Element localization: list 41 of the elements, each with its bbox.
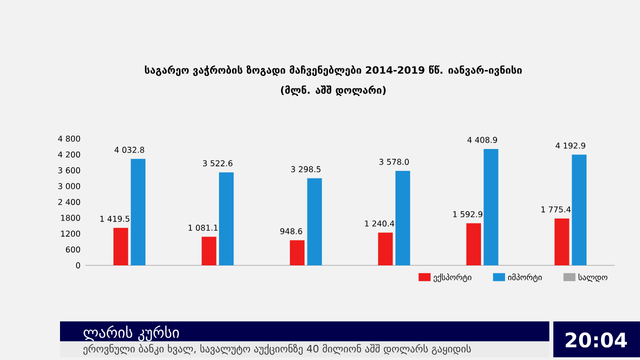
bar	[484, 148, 498, 266]
bar	[290, 240, 305, 266]
bar	[554, 218, 570, 266]
legend-label: სალდო	[578, 273, 608, 282]
data-label: 948.6	[280, 228, 302, 234]
bar	[202, 236, 216, 266]
y-tick-label: 0	[76, 262, 80, 268]
y-tick-label: 4 800	[58, 136, 80, 142]
data-label: 1 419.5	[100, 216, 130, 222]
data-label: 4 032.8	[114, 146, 144, 153]
data-label: 3 298.5	[291, 166, 320, 172]
legend-label: იმპორტი	[508, 273, 542, 282]
data-label: 1 240.4	[365, 220, 394, 227]
text: 20:04	[566, 332, 627, 348]
bar	[572, 154, 587, 266]
text: ლარის კურსი	[84, 325, 179, 342]
bar	[130, 158, 146, 266]
y-tick-label: 3 000	[58, 183, 80, 190]
bar	[378, 232, 393, 266]
y-tick-label: 2 400	[58, 198, 80, 206]
legend-label: ექსპორტი	[434, 273, 472, 282]
chart-subtitle: (მლნ. აშშ დოლარი)	[280, 85, 386, 96]
chart-title: საგარეო ვაჭრობის ზოგადი მაჩვენებლები 2014-2019 წწ. იანვარ-ივნისი	[144, 65, 522, 76]
bar	[113, 228, 128, 266]
data-label: 4 192.9	[556, 142, 586, 149]
bar	[219, 172, 234, 266]
y-tick-label: 1200	[61, 230, 80, 237]
y-tick-label: 4 200	[58, 151, 80, 158]
data-label: 4 408.9	[467, 136, 498, 143]
bar	[466, 223, 481, 266]
data-label: 3 578.0	[379, 158, 409, 165]
data-label: 3 522.6	[203, 160, 232, 166]
text: ეროვნული ბანკი ხვალ, სავალუტო აუქციონზე 40 მილიონ აშშ დოლარს გაყიდის	[83, 344, 471, 355]
y-tick-label: 1800	[61, 214, 80, 221]
data-label: 1 592.9	[453, 211, 482, 218]
y-tick-label: 600	[66, 246, 80, 253]
data-label: 1 081.1	[188, 224, 218, 231]
bar	[395, 170, 410, 266]
y-tick-label: 3 600	[58, 167, 80, 174]
data-label: 1 775.4	[541, 206, 571, 212]
bar	[307, 178, 322, 266]
